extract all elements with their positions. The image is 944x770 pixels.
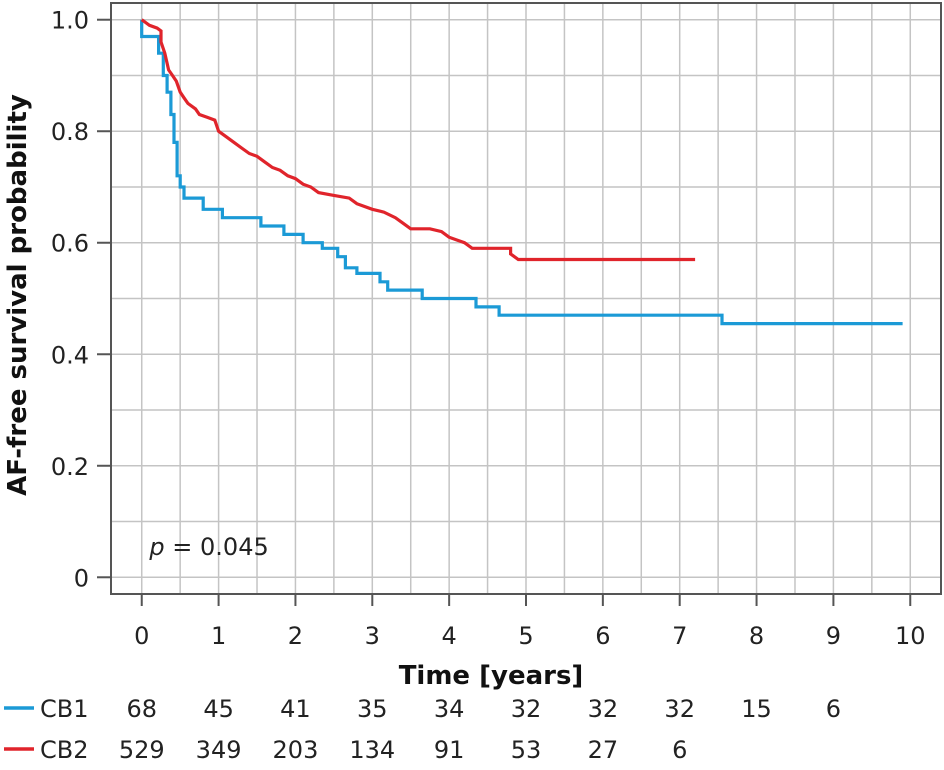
x-tick-label: 4	[442, 622, 457, 650]
x-tick-label: 7	[672, 622, 687, 650]
risk-count: 68	[126, 695, 157, 723]
risk-count: 41	[280, 695, 311, 723]
risk-count: 27	[588, 736, 619, 764]
risk-row-label: CB1	[40, 695, 89, 723]
risk-count: 32	[511, 695, 542, 723]
risk-count: 91	[434, 736, 465, 764]
risk-count: 15	[741, 695, 772, 723]
risk-count: 203	[273, 736, 319, 764]
y-tick-label: 0.2	[51, 453, 89, 481]
number-at-risk-table: CB1 68 45 41 35 34 32 32 32 15 6 CB2 529 349 203 134 91 5…	[4, 695, 841, 764]
y-tick-label: 0	[74, 564, 89, 592]
x-tick-label: 1	[211, 622, 226, 650]
risk-count: 32	[588, 695, 619, 723]
x-tick-label: 2	[288, 622, 303, 650]
x-tick-label: 9	[826, 622, 841, 650]
risk-count: 349	[196, 736, 242, 764]
risk-count: 6	[826, 695, 841, 723]
y-tick-label: 0.4	[51, 341, 89, 369]
y-axis-title: AF-free survival probability	[3, 94, 33, 496]
y-tick-label: 1.0	[51, 7, 89, 35]
grid-lines	[111, 3, 941, 594]
risk-row-label: CB2	[40, 736, 89, 764]
x-axis-title: Time [years]	[399, 661, 584, 691]
p-value-symbol: p	[148, 533, 164, 561]
p-value-text: = 0.045	[165, 533, 269, 561]
series-line-cb2	[140, 18, 696, 262]
x-tick-label: 10	[895, 622, 926, 650]
x-tick-label: 8	[749, 622, 764, 650]
x-tick-label: 6	[595, 622, 610, 650]
x-tick-label: 3	[365, 622, 380, 650]
x-tick-label: 0	[134, 622, 149, 650]
p-value-annotation: p = 0.045	[148, 533, 268, 561]
y-tick-label: 0.8	[51, 118, 89, 146]
risk-count: 134	[349, 736, 395, 764]
risk-count: 6	[672, 736, 687, 764]
y-tick-label: 0.6	[51, 230, 89, 258]
risk-count: 529	[119, 736, 165, 764]
risk-count: 45	[203, 695, 234, 723]
survival-curves	[140, 18, 903, 326]
risk-count: 53	[511, 736, 542, 764]
risk-count: 32	[664, 695, 695, 723]
x-tick-label: 5	[518, 622, 533, 650]
axis-ticks: 0 1 2 3 4 5 6 7 8 9 10 0 0.2 0.4 0.6 0.8 1.0	[51, 7, 926, 650]
risk-count: 35	[357, 695, 388, 723]
risk-count: 34	[434, 695, 465, 723]
series-line-cb1	[140, 19, 903, 326]
